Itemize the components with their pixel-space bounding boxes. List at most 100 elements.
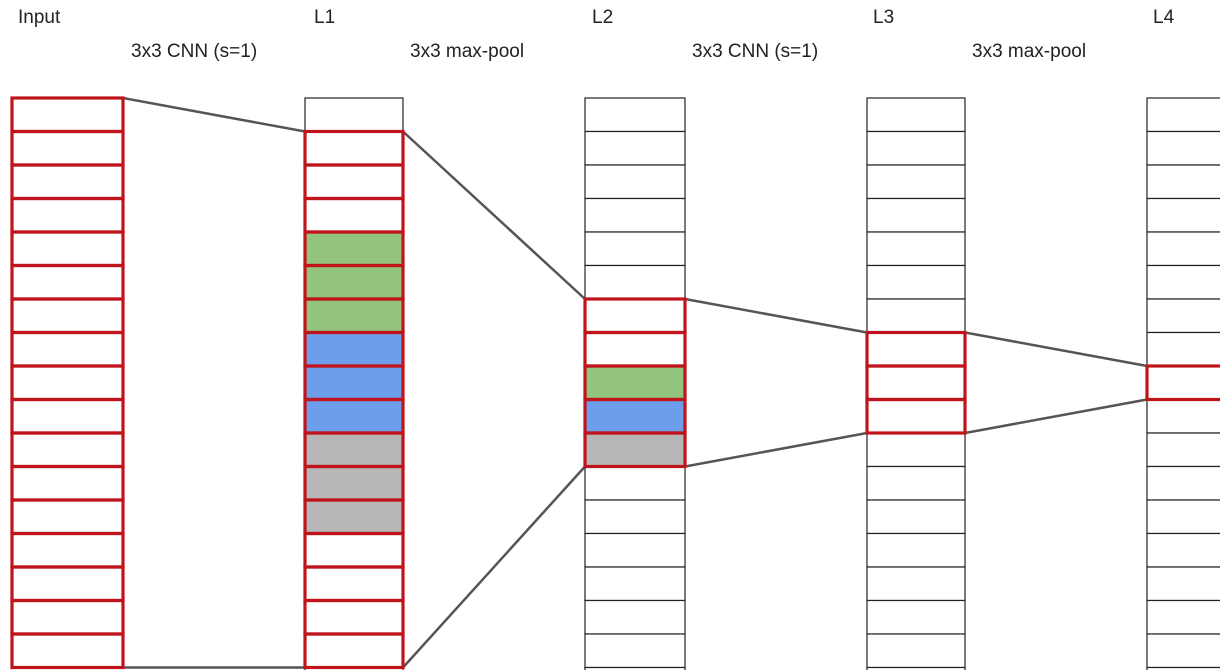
- cell-l2-14: [584, 566, 686, 602]
- operation-label-conv-1: 3x3 CNN (s=1): [131, 41, 258, 62]
- connector-top-1: [122, 96, 306, 133]
- connector-bottom-3: [684, 431, 868, 468]
- cell-l4-6: [1146, 298, 1220, 334]
- cell-l2-1: [584, 130, 686, 166]
- cell-l4-3: [1146, 197, 1220, 233]
- cell-input-16: [11, 633, 124, 669]
- cell-l3-14: [866, 566, 966, 602]
- cell-l1-3: [304, 197, 404, 233]
- cell-l2-5: [584, 264, 686, 300]
- cell-input-2: [11, 164, 124, 200]
- cell-l4-4: [1146, 231, 1220, 267]
- cell-l1-13: [304, 532, 404, 568]
- cell-l1-6: [304, 298, 404, 334]
- layer-label-l1: L1: [314, 7, 336, 28]
- layer-column-l3: [866, 97, 966, 670]
- cell-l2-11: [584, 465, 686, 501]
- layer-column-input: [11, 97, 124, 669]
- connector-top-2: [402, 130, 586, 300]
- highlight-l1: [303, 129, 405, 670]
- layer-column-l1: [304, 97, 404, 670]
- highlight-l2: [583, 297, 687, 469]
- highlight-l3: [865, 330, 967, 435]
- cell-l1-5: [304, 264, 404, 300]
- cell-l3-1: [866, 130, 966, 166]
- cell-l4-8: [1146, 365, 1220, 401]
- cell-l3-8: [866, 365, 966, 401]
- cell-l2-4: [584, 231, 686, 267]
- cell-l3-9: [866, 398, 966, 434]
- cell-l4-7: [1146, 331, 1220, 367]
- highlight-input: [10, 96, 125, 670]
- cell-l4-11: [1146, 465, 1220, 501]
- highlight-cell-l4-8: [1145, 364, 1220, 402]
- cell-input-9: [11, 398, 124, 434]
- cell-l3-3: [866, 197, 966, 233]
- cell-l3-10: [866, 432, 966, 468]
- operation-label-pool-1: 3x3 max-pool: [410, 41, 525, 62]
- cell-l4-5: [1146, 264, 1220, 300]
- cell-input-12: [11, 499, 124, 535]
- cell-input-10: [11, 432, 124, 468]
- cell-input-5: [11, 264, 124, 300]
- cell-l2-10: [584, 432, 686, 468]
- connector-bottom-4: [964, 398, 1148, 435]
- highlight-l4: [1145, 364, 1220, 402]
- cell-l2-9: [584, 398, 686, 434]
- connector-top-3: [684, 297, 868, 334]
- cell-input-11: [11, 465, 124, 501]
- layer-column-l2: [584, 97, 686, 670]
- cell-l3-15: [866, 599, 966, 635]
- cell-l4-15: [1146, 599, 1220, 635]
- cell-l3-0: [866, 97, 966, 133]
- cell-l3-2: [866, 164, 966, 200]
- receptive-field-highlights: [10, 96, 1220, 670]
- cell-l4-17: [1146, 666, 1220, 670]
- operation-label-pool-2: 3x3 max-pool: [972, 41, 1087, 62]
- cell-l2-3: [584, 197, 686, 233]
- cell-l1-11: [304, 465, 404, 501]
- layer-label-input: Input: [18, 7, 61, 28]
- cell-l1-12: [304, 499, 404, 535]
- connector-bottom-2: [402, 465, 586, 669]
- cell-l4-0: [1146, 97, 1220, 133]
- cell-l4-1: [1146, 130, 1220, 166]
- cell-l1-15: [304, 599, 404, 635]
- cell-l4-12: [1146, 499, 1220, 535]
- cell-l1-9: [304, 398, 404, 434]
- highlight-cell-input-16: [10, 632, 125, 670]
- cell-l1-14: [304, 566, 404, 602]
- cell-input-8: [11, 365, 124, 401]
- highlight-cell-l2-10: [583, 431, 687, 469]
- cell-l2-0: [584, 97, 686, 133]
- cell-l1-2: [304, 164, 404, 200]
- cell-input-15: [11, 599, 124, 635]
- layer-columns: [11, 97, 1220, 670]
- cell-l1-4: [304, 231, 404, 267]
- highlight-cell-l1-16: [303, 632, 405, 670]
- cell-l4-14: [1146, 566, 1220, 602]
- cell-l1-0: [304, 97, 404, 133]
- cell-l3-11: [866, 465, 966, 501]
- cell-l4-13: [1146, 532, 1220, 568]
- cell-l3-13: [866, 532, 966, 568]
- layer-column-l4: [1146, 97, 1220, 670]
- connector-lines: [122, 96, 1148, 669]
- cell-l3-5: [866, 264, 966, 300]
- cell-l4-10: [1146, 432, 1220, 468]
- cell-l2-12: [584, 499, 686, 535]
- cell-l3-7: [866, 331, 966, 367]
- cell-l1-10: [304, 432, 404, 468]
- layer-label-l2: L2: [592, 7, 614, 28]
- cell-l2-7: [584, 331, 686, 367]
- cell-l3-12: [866, 499, 966, 535]
- layer-label-l3: L3: [873, 7, 895, 28]
- cell-l2-8: [584, 365, 686, 401]
- cell-l1-7: [304, 331, 404, 367]
- cell-l2-2: [584, 164, 686, 200]
- connector-top-4: [964, 331, 1148, 368]
- cell-input-7: [11, 331, 124, 367]
- cell-l3-4: [866, 231, 966, 267]
- cell-l1-1: [304, 130, 404, 166]
